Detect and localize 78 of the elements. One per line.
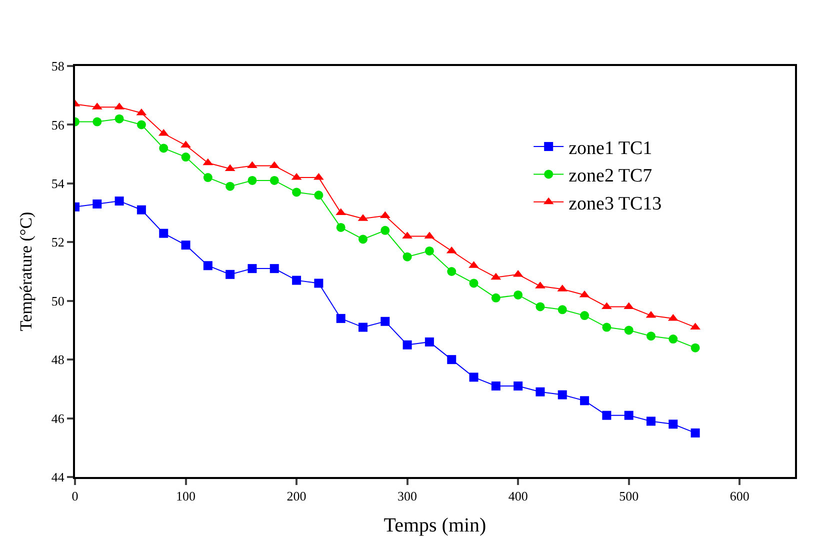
x-tick-label: 0 <box>72 488 78 504</box>
point <box>336 222 346 232</box>
x-tick-label: 400 <box>508 488 528 504</box>
point <box>336 314 346 323</box>
y-tick-label: 58 <box>51 58 64 74</box>
y-tick-label: 56 <box>51 117 65 132</box>
point <box>646 332 656 341</box>
point <box>624 326 634 335</box>
point <box>248 176 257 185</box>
point <box>380 226 390 235</box>
point <box>247 161 258 168</box>
legend-label: zone3 TC13 <box>568 193 662 214</box>
point <box>424 337 434 346</box>
point <box>358 322 368 332</box>
point <box>536 387 545 396</box>
point <box>558 305 567 314</box>
point <box>314 190 324 200</box>
point <box>558 390 567 400</box>
point <box>602 410 612 420</box>
point <box>690 343 700 352</box>
point <box>248 264 257 274</box>
point <box>624 410 634 420</box>
point <box>203 173 212 182</box>
point <box>92 117 102 126</box>
point <box>226 182 235 191</box>
point <box>292 276 302 285</box>
point <box>646 416 656 426</box>
x-tick-label: 300 <box>398 488 418 504</box>
point <box>136 205 146 214</box>
point <box>491 381 500 390</box>
point <box>92 199 102 208</box>
point <box>114 114 124 124</box>
point <box>580 311 590 320</box>
point <box>114 196 124 206</box>
point <box>358 234 368 244</box>
x-tick-label: 600 <box>730 488 750 504</box>
y-tick-label: 48 <box>51 352 64 368</box>
point <box>203 261 212 270</box>
point <box>469 278 478 288</box>
point <box>447 267 456 276</box>
y-tick-label: 46 <box>51 410 65 426</box>
point <box>424 246 434 256</box>
point <box>491 293 500 302</box>
point <box>380 316 390 326</box>
point <box>514 290 523 300</box>
point <box>668 420 678 429</box>
y-axis-title: Température (°C) <box>16 212 36 332</box>
point <box>536 302 545 312</box>
y-tick-label: 44 <box>51 470 65 485</box>
point <box>580 396 590 406</box>
point <box>668 334 678 344</box>
point <box>514 381 523 390</box>
point <box>447 355 456 364</box>
legend-label: zone1 TC1 <box>568 138 652 159</box>
point <box>159 144 168 153</box>
point <box>226 270 235 279</box>
point <box>402 340 412 350</box>
legend-label: zone2 TC7 <box>568 166 652 187</box>
point <box>469 372 478 382</box>
point <box>181 240 190 250</box>
x-tick-label: 100 <box>176 488 196 504</box>
point <box>602 322 612 332</box>
point <box>181 152 190 162</box>
x-tick-label: 200 <box>286 488 306 504</box>
x-axis-title: Temps (min) <box>384 514 486 537</box>
point <box>314 278 324 288</box>
point <box>402 252 412 262</box>
y-tick-label: 52 <box>51 234 64 250</box>
point <box>159 228 168 238</box>
point <box>270 176 279 185</box>
point <box>690 428 700 438</box>
point <box>270 264 279 274</box>
x-tick-label: 500 <box>619 488 639 504</box>
point <box>136 120 146 130</box>
y-tick-label: 54 <box>51 176 65 191</box>
y-tick-label: 50 <box>51 293 64 308</box>
point <box>180 140 191 148</box>
point <box>292 188 302 197</box>
